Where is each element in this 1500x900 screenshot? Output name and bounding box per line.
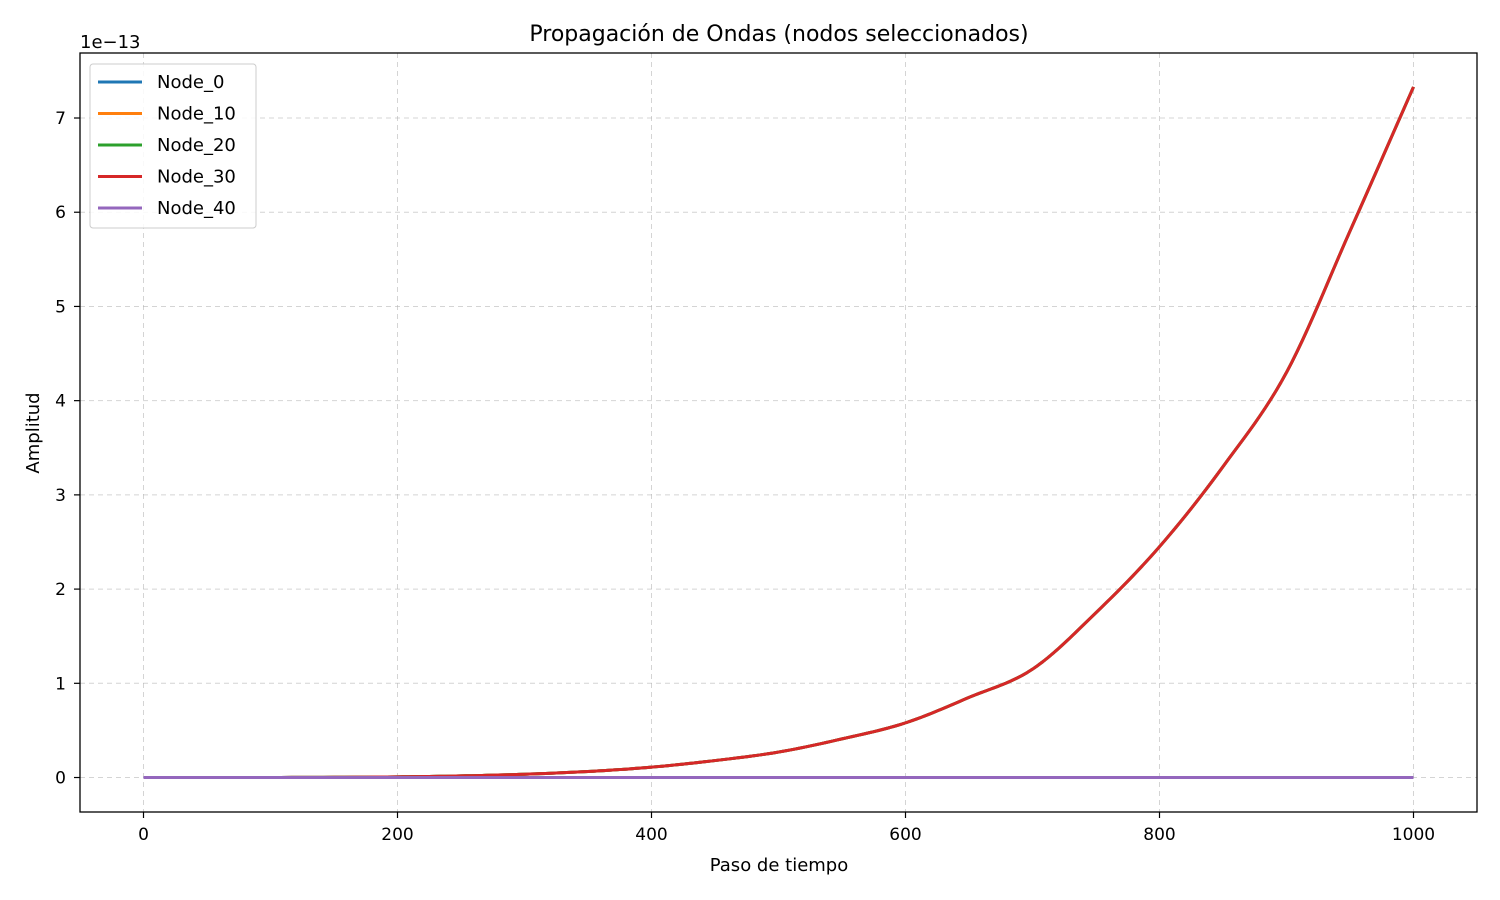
legend-box bbox=[89, 63, 257, 229]
axis-ticks: 0 200 400 600 800 1000 0 1 2 3 4 5 6 7 bbox=[55, 109, 1435, 845]
y-tick-label: 2 bbox=[55, 580, 66, 600]
x-tick-label: 800 bbox=[1143, 825, 1175, 845]
series-line-node-30 bbox=[143, 86, 1415, 780]
y-tick-label: 4 bbox=[55, 392, 66, 412]
y-tick-label: 1 bbox=[55, 674, 66, 694]
legend-label: Node_20 bbox=[157, 135, 236, 156]
grid-lines bbox=[80, 53, 1477, 812]
series-line-node-20 bbox=[143, 86, 1415, 780]
legend: Node_0 Node_10 Node_20 Node_30 Node_40 bbox=[89, 63, 257, 229]
x-tick-label: 200 bbox=[381, 825, 413, 845]
plot-frame bbox=[79, 52, 1478, 813]
series-lines bbox=[143, 86, 1415, 780]
y-offset-text: 1e−13 bbox=[80, 32, 141, 53]
y-tick-label: 6 bbox=[55, 203, 66, 223]
x-tick-label: 1000 bbox=[1392, 825, 1435, 845]
y-tick-label: 5 bbox=[55, 297, 66, 317]
legend-label: Node_10 bbox=[157, 104, 236, 125]
x-axis-label: Paso de tiempo bbox=[710, 855, 849, 876]
legend-label: Node_40 bbox=[157, 198, 236, 219]
series-line-node-10 bbox=[143, 86, 1415, 780]
legend-label: Node_30 bbox=[157, 167, 236, 188]
y-axis-label: Amplitud bbox=[23, 392, 44, 473]
chart-title: Propagación de Ondas (nodos seleccionado… bbox=[529, 22, 1028, 47]
legend-label: Node_0 bbox=[157, 72, 224, 93]
y-tick-label: 0 bbox=[55, 769, 66, 789]
y-tick-label: 7 bbox=[55, 109, 66, 129]
series-line-node-0 bbox=[143, 86, 1415, 780]
x-tick-label: 600 bbox=[889, 825, 921, 845]
x-tick-label: 400 bbox=[635, 825, 667, 845]
y-tick-label: 3 bbox=[55, 486, 66, 506]
x-tick-label: 0 bbox=[138, 825, 149, 845]
